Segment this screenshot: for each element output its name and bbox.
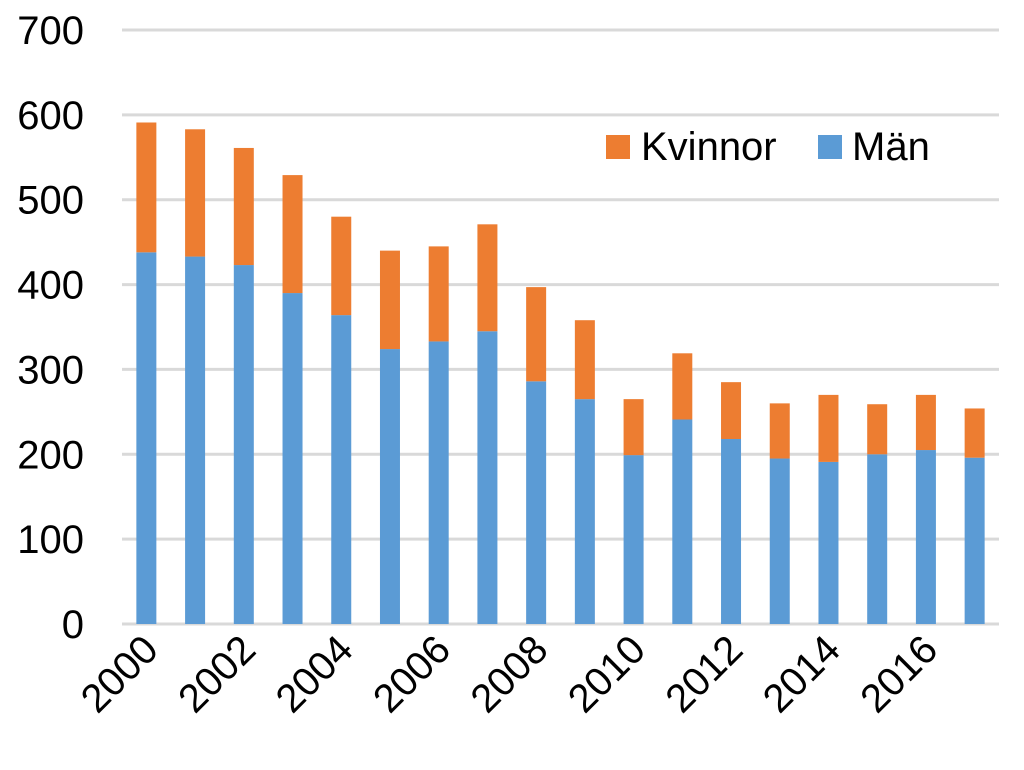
bar-man-2011 <box>672 419 693 624</box>
x-tick-label: 2000 <box>73 627 167 721</box>
bar-kvinnor-2002 <box>233 147 254 266</box>
y-tick-label: 100 <box>17 518 84 562</box>
legend: Kvinnor Män <box>606 125 930 169</box>
bar-man-2009 <box>574 399 595 624</box>
bar-man-2002 <box>233 265 254 624</box>
bar-kvinnor-2005 <box>379 250 400 350</box>
bar-man-2006 <box>428 341 449 624</box>
bar-kvinnor-2000 <box>136 122 157 253</box>
bar-kvinnor-2017 <box>964 408 985 458</box>
x-tick-label: 2012 <box>657 627 751 721</box>
bar-man-2017 <box>964 457 985 624</box>
y-tick-label: 0 <box>62 603 84 647</box>
gridlines <box>122 28 999 626</box>
x-axis-tick-labels: 2000 2002 2004 2006 2008 2010 2012 2014 2016 <box>73 627 947 721</box>
bar-kvinnor-2013 <box>769 403 790 459</box>
bar-kvinnor-2015 <box>867 404 888 455</box>
x-tick-label: 2008 <box>462 627 556 721</box>
bar-kvinnor-2011 <box>672 353 693 420</box>
bar-kvinnor-2003 <box>282 175 303 294</box>
y-tick-label: 300 <box>17 348 84 392</box>
bar-man-2003 <box>282 293 303 624</box>
y-tick-label: 700 <box>17 9 84 53</box>
bar-man-2008 <box>526 381 547 624</box>
bar-man-2000 <box>136 252 157 624</box>
bar-man-2005 <box>379 349 400 624</box>
bar-man-2016 <box>915 450 936 624</box>
bar-man-2004 <box>331 315 352 624</box>
y-tick-label: 600 <box>17 94 84 138</box>
bar-kvinnor-2012 <box>721 382 742 440</box>
y-axis-tick-labels: 0 100 200 300 400 500 600 700 <box>17 9 84 647</box>
bar-kvinnor-2007 <box>477 224 498 332</box>
bar-man-2007 <box>477 331 498 624</box>
bar-man-2015 <box>867 454 888 624</box>
bar-kvinnor-2009 <box>574 320 595 400</box>
legend-swatch-man <box>818 135 842 159</box>
bar-kvinnor-2006 <box>428 246 449 342</box>
bars <box>136 122 985 624</box>
bar-man-2001 <box>185 256 206 624</box>
bar-man-2014 <box>818 461 839 624</box>
y-tick-label: 500 <box>17 179 84 223</box>
y-tick-label: 200 <box>17 433 84 477</box>
legend-label-man: Män <box>852 125 930 169</box>
bar-kvinnor-2014 <box>818 394 839 462</box>
bar-kvinnor-2001 <box>185 129 206 257</box>
x-tick-label: 2010 <box>560 627 654 721</box>
bar-man-2010 <box>623 455 644 624</box>
legend-swatch-kvinnor <box>606 135 630 159</box>
bar-kvinnor-2010 <box>623 399 644 456</box>
bar-man-2013 <box>769 458 790 624</box>
legend-label-kvinnor: Kvinnor <box>641 125 777 169</box>
bar-kvinnor-2016 <box>915 394 936 451</box>
bar-man-2012 <box>721 439 742 624</box>
x-tick-label: 2006 <box>365 627 459 721</box>
x-tick-label: 2014 <box>755 627 849 721</box>
bar-kvinnor-2008 <box>526 287 547 382</box>
x-tick-label: 2016 <box>852 627 946 721</box>
y-tick-label: 400 <box>17 264 84 308</box>
x-tick-label: 2004 <box>268 627 362 721</box>
bar-kvinnor-2004 <box>331 216 352 316</box>
x-tick-label: 2002 <box>170 627 264 721</box>
